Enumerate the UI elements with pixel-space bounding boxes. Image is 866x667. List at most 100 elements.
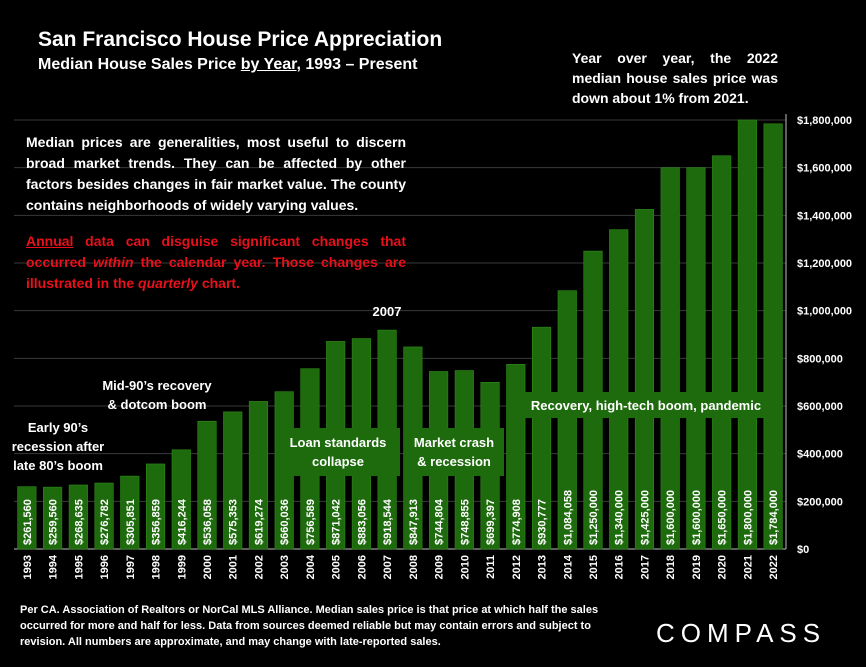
bar-data-label: $660,036 [279,499,291,545]
x-tick-label: 1995 [73,555,85,579]
bar [763,123,783,550]
bar [43,486,63,550]
x-tick-label: 1997 [125,555,137,579]
bar [737,119,757,550]
bar [660,167,680,550]
bar-data-label: $1,600,000 [691,490,703,545]
x-tick-label: 2016 [614,555,626,579]
bar-data-label: $699,397 [485,499,497,545]
annotation-text: collapse [312,454,364,469]
bar-data-label: $1,784,000 [768,490,780,545]
y-tick-label: $800,000 [797,353,843,365]
bar-chart: $0 $200,000 $400,000 $600,000 $800,000 $1,000… [12,114,852,579]
chart-subtitle: Median House Sales Price by Year, 1993 –… [38,56,417,74]
bar [248,401,269,550]
bar-data-label: $575,353 [228,499,240,545]
x-tick-label: 2015 [588,555,600,579]
bar-data-label: $883,056 [356,499,368,545]
x-tick-label: 1999 [176,555,188,579]
bar-data-label: $276,782 [99,499,111,545]
annotation-text: Market crash [414,435,494,450]
bar [145,463,166,550]
bar [634,209,655,550]
bar-data-label: $1,425,000 [639,490,651,545]
bar-data-label: $847,913 [408,499,420,545]
bar-data-label: $748,855 [459,499,471,545]
x-tick-label: 2002 [253,555,265,579]
x-tick-label: 2021 [742,555,754,579]
subtitle-underlined: by Year [240,56,297,73]
x-tick-label: 2005 [331,555,343,579]
bar [197,420,217,550]
bar [531,326,552,550]
y-tick-label: $200,000 [797,496,843,508]
x-tick-label: 2007 [382,555,394,579]
y-tick-label: $0 [797,544,809,556]
bar [68,484,88,550]
compass-logo: COMPASS [656,618,827,648]
bar-data-label: $871,042 [331,499,343,545]
annotation-box [523,392,769,418]
bar-data-label: $261,560 [22,499,34,545]
note-part-a: data can disguise significant changes th… [26,233,406,270]
annotation-text: & recession [417,454,491,469]
bar [557,290,577,550]
bar-data-label: $756,589 [305,499,317,545]
annotation-text: Mid-90’s recovery [102,378,212,393]
note-part-b: the calendar year. Those changes are ill… [26,254,406,291]
bar-data-label: $1,800,000 [742,490,754,545]
x-tick-label: 2011 [485,555,497,579]
x-tick-label: 2012 [511,555,523,579]
annotation-box [276,428,400,476]
subtitle-post: , 1993 – Present [296,56,418,73]
note-within: within [93,254,134,270]
annotation-text: late 80’s boom [13,458,103,473]
x-tick-label: 2018 [665,555,677,579]
x-tick-label: 2013 [537,555,549,579]
x-tick-label: 1994 [48,554,60,579]
y-tick-label: $1,000,000 [797,306,852,318]
bar [712,155,732,550]
y-tick-label: $400,000 [797,449,843,461]
y-tick-label: $1,400,000 [797,210,852,222]
bar-data-label: $744,804 [434,498,446,545]
x-tick-label: 2008 [408,555,420,579]
x-tick-label: 2014 [562,554,574,579]
source-footnote: Per CA. Association of Realtors or NorCa… [20,604,599,648]
bar [609,229,629,550]
annotation-text: Recovery, high-tech boom, pandemic [531,398,761,413]
bar-data-label: $1,650,000 [717,490,729,545]
bar-data-label: $930,777 [537,499,549,545]
note-annual: Annual [26,233,74,249]
note-red-paragraph: Annual data can disguise significant cha… [26,231,406,294]
annotation-box [404,428,504,476]
x-tick-label: 2003 [279,555,291,579]
annotation-text: 2007 [373,304,402,319]
bar [171,449,191,550]
note-part-c: chart. [197,275,240,291]
bar-data-label: $1,600,000 [665,490,677,545]
bar [94,482,114,550]
bar-data-label: $268,635 [73,499,85,545]
x-tick-label: 2006 [356,555,368,579]
bar-data-label: $619,274 [253,498,265,545]
yoy-note: Year over year, the 2022 median house sa… [572,50,778,106]
x-tick-label: 2020 [717,555,729,579]
y-tick-label: $600,000 [797,401,843,413]
bar [506,364,526,550]
x-tick-label: 2010 [459,555,471,579]
subtitle-pre: Median House Sales Price [38,56,241,73]
bar [223,411,243,550]
bar [686,167,706,550]
x-tick-label: 2009 [434,555,446,579]
y-tick-label: $1,800,000 [797,115,852,127]
bar-data-label: $259,560 [48,499,60,545]
bar [120,475,140,550]
bar-data-label: $1,340,000 [614,490,626,545]
note-paragraph: Median prices are generalities, most use… [26,134,406,213]
x-tick-label: 2004 [305,554,317,579]
x-tick-label: 2019 [691,555,703,579]
x-tick-label: 2000 [202,555,214,579]
x-tick-label: 2022 [768,555,780,579]
bar-data-label: $1,084,058 [562,490,574,545]
